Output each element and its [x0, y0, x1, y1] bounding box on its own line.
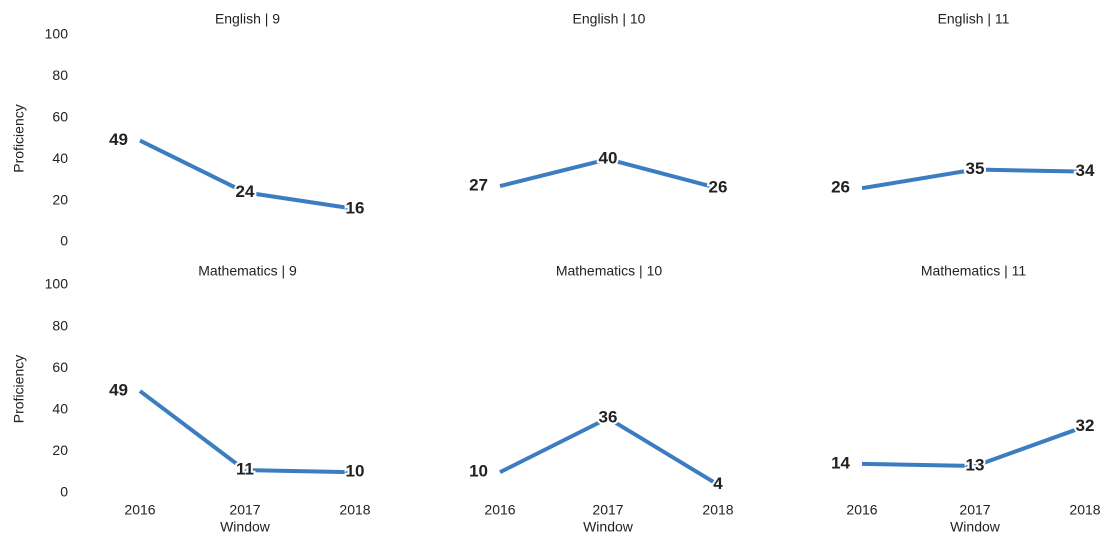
panel-title: Mathematics | 10 [556, 263, 663, 279]
x-tick-label: 2018 [702, 502, 733, 518]
x-tick-label: 2017 [592, 502, 623, 518]
data-label: 14 [831, 453, 850, 472]
line [500, 418, 718, 485]
data-label: 40 [599, 149, 618, 168]
x-axis-label: Window [220, 519, 271, 535]
y-axis-label: Proficiency [11, 355, 27, 423]
x-axis-label: Window [950, 519, 1001, 535]
y-tick-label: 20 [52, 191, 68, 207]
y-tick-label: 0 [60, 484, 68, 500]
data-label: 16 [346, 198, 365, 217]
data-label: 4 [713, 474, 723, 493]
data-label: 35 [966, 159, 985, 178]
data-label: 26 [709, 178, 728, 197]
y-tick-label: 40 [52, 150, 68, 166]
x-tick-label: 2016 [484, 502, 515, 518]
data-label: 32 [1076, 416, 1095, 435]
data-label: 49 [109, 381, 128, 400]
data-label: 34 [1076, 161, 1095, 180]
x-axis-label: Window [583, 519, 634, 535]
panel-title: English | 11 [938, 11, 1010, 27]
panel-title: Mathematics | 9 [198, 263, 297, 279]
data-label: 13 [966, 455, 985, 474]
data-label: 27 [469, 176, 488, 195]
data-label: 49 [109, 130, 128, 149]
y-tick-label: 80 [52, 67, 68, 83]
y-tick-label: 20 [52, 442, 68, 458]
x-tick-label: 2018 [1069, 502, 1100, 518]
x-tick-label: 2017 [959, 502, 990, 518]
x-tick-label: 2016 [846, 502, 877, 518]
x-tick-label: 2018 [339, 502, 370, 518]
panel-title: English | 9 [215, 11, 280, 27]
data-label: 11 [236, 460, 254, 479]
y-axis-label: Proficiency [11, 104, 27, 172]
data-label: 24 [236, 182, 255, 201]
y-tick-label: 80 [52, 317, 68, 333]
panel-title: Mathematics | 11 [921, 263, 1027, 279]
data-label: 26 [831, 178, 850, 197]
y-tick-label: 40 [52, 401, 68, 417]
data-label: 10 [469, 462, 488, 481]
y-tick-label: 60 [52, 109, 68, 125]
x-tick-label: 2016 [124, 502, 155, 518]
panel-title: English | 10 [573, 11, 646, 27]
y-tick-label: 0 [60, 233, 68, 249]
data-label: 36 [599, 408, 618, 427]
y-tick-label: 60 [52, 359, 68, 375]
data-label: 10 [346, 462, 365, 481]
x-tick-label: 2017 [229, 502, 260, 518]
chart: English | 9020406080100Proficiency492416… [0, 0, 1106, 537]
y-tick-label: 100 [45, 276, 69, 292]
y-tick-label: 100 [45, 26, 69, 42]
